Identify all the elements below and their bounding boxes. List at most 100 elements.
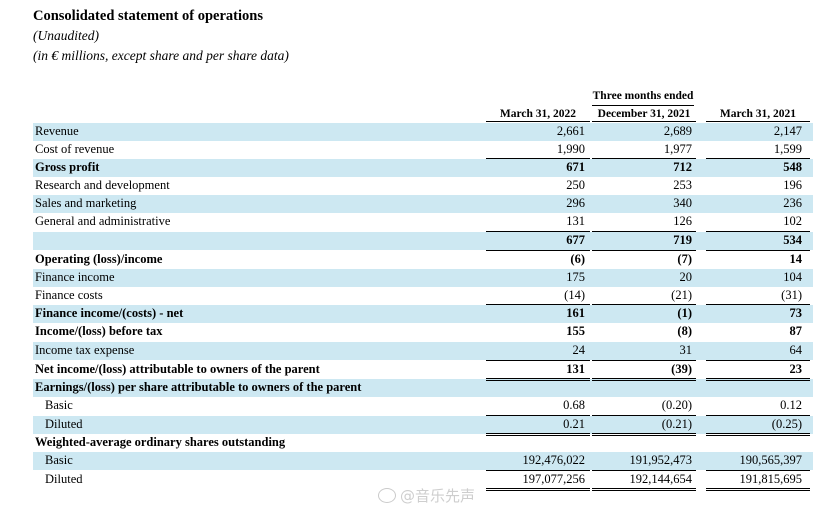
row-label: Sales and marketing [35,196,137,210]
row-value: (31) [781,288,802,302]
row-label: Income/(loss) before tax [35,324,163,338]
row-value: (0.21) [661,417,692,431]
row-value: 73 [789,306,803,320]
row-value: (1) [677,306,692,320]
watermark-text: @音乐先声 [400,487,476,505]
watermark: @音乐先声 [378,485,475,506]
row-value: 102 [783,214,802,228]
row-value: 0.68 [563,398,585,412]
table-row-finance-income: Finance income 175 20 104 [33,269,813,287]
row-value: 131 [566,214,585,228]
table-row-shares-basic: Basic 192,476,022 191,952,473 190,565,39… [33,452,813,470]
table-row-revenue: Revenue 2,661 2,689 2,147 [33,123,813,141]
statement-title: Consolidated statement of operations [33,8,263,24]
row-label: Finance income [35,270,115,284]
row-label: Operating (loss)/income [35,252,163,266]
row-value: (7) [677,252,692,266]
row-value: 20 [679,270,693,284]
row-label: Income tax expense [35,343,135,357]
row-value: (8) [677,324,692,338]
table-row-general-admin: General and administrative 131 126 102 [33,213,813,231]
weibo-icon [378,488,396,503]
column-header-rule [592,121,696,122]
table-row-research: Research and development 250 253 196 [33,177,813,195]
row-label: Gross profit [35,160,100,174]
row-value: 64 [789,343,803,357]
row-value: (6) [570,252,585,266]
table-row-finance-net: Finance income/(costs) - net 161 (1) 73 [33,305,813,323]
row-value: 31 [679,343,693,357]
table-row-income-before-tax: Income/(loss) before tax 155 (8) 87 [33,323,813,341]
row-value: 1,990 [556,142,585,156]
row-value: (39) [671,362,692,376]
row-label: Diluted [45,472,83,486]
statement-subtitle-unaudited: (Unaudited) [33,28,99,43]
row-value: 192,476,022 [522,453,586,467]
row-value: 104 [783,270,802,284]
column-header-rule [706,121,810,122]
column-header-1: March 31, 2022 [499,108,577,120]
row-value: 191,952,473 [629,453,693,467]
row-value: 2,147 [773,124,802,138]
table-row-income-tax: Income tax expense 24 31 64 [33,342,813,360]
row-value: 0.12 [780,398,802,412]
row-value: 190,565,397 [739,453,803,467]
row-value: 712 [673,160,692,174]
table-row-eps-basic: Basic 0.68 (0.20) 0.12 [33,397,813,415]
table-row-eps-diluted: Diluted 0.21 (0.21) (0.25) [33,416,813,434]
row-label: General and administrative [35,214,171,228]
row-label: Cost of revenue [35,142,115,156]
row-value: 87 [789,324,803,338]
row-value: 191,815,695 [739,472,803,486]
row-value: 719 [673,233,692,247]
row-value: 2,689 [663,124,692,138]
row-label: Basic [45,453,73,467]
column-header-2: December 31, 2021 [597,108,691,120]
row-value: 24 [572,343,586,357]
row-value: 677 [566,233,585,247]
column-header-rule [486,121,590,122]
row-label: Earnings/(loss) per share attributable t… [35,380,362,394]
row-value: 534 [783,233,802,247]
row-value: 192,144,654 [629,472,693,486]
row-value: 340 [673,196,692,210]
row-value: 197,077,256 [522,472,586,486]
table-row-operating-expenses-total: 677 719 534 [33,232,813,250]
row-value: (0.20) [661,398,692,412]
table-row-net-income: Net income/(loss) attributable to owners… [33,361,813,379]
row-value: 175 [566,270,585,284]
row-label: Weighted-average ordinary shares outstan… [35,435,286,449]
row-label: Research and development [35,178,170,192]
period-header-rule [592,105,694,106]
row-value: 296 [566,196,585,210]
table-row-eps-heading: Earnings/(loss) per share attributable t… [33,379,813,397]
row-label: Finance income/(costs) - net [35,306,184,320]
row-value: 14 [789,252,803,266]
table-row-shares-diluted: Diluted 197,077,256 192,144,654 191,815,… [33,471,813,489]
row-value: 671 [566,160,585,174]
row-label: Basic [45,398,73,412]
row-value: 126 [673,214,692,228]
row-label: Revenue [35,124,79,138]
table-row-operating-income: Operating (loss)/income (6) (7) 14 [33,251,813,269]
period-header: Three months ended [592,90,694,102]
statement-subtitle-units: (in € millions, except share and per sha… [33,48,289,63]
row-value: 250 [566,178,585,192]
row-value: 155 [566,324,585,338]
row-value: 161 [566,306,585,320]
row-value: 2,661 [556,124,585,138]
row-value: (0.25) [771,417,802,431]
table-row-shares-heading: Weighted-average ordinary shares outstan… [33,434,813,452]
row-value: 23 [789,362,803,376]
table-row-sales-marketing: Sales and marketing 296 340 236 [33,195,813,213]
row-value: 196 [783,178,802,192]
row-value: 548 [783,160,802,174]
row-value: 1,599 [773,142,802,156]
row-label: Diluted [45,417,83,431]
row-value: (14) [564,288,585,302]
column-header-3: March 31, 2021 [719,108,797,120]
row-value: 1,977 [663,142,692,156]
table-row-finance-costs: Finance costs (14) (21) (31) [33,287,813,305]
row-value: (21) [671,288,692,302]
row-value: 0.21 [563,417,585,431]
